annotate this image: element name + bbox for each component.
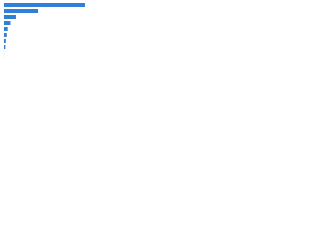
bar: [4, 39, 6, 43]
bar: [4, 45, 6, 49]
bar: [4, 21, 11, 25]
chart: [0, 0, 100, 71]
bar: [4, 3, 85, 7]
bar: [4, 27, 8, 31]
bar: [4, 9, 39, 13]
bar: [4, 33, 7, 37]
bar: [4, 15, 16, 19]
